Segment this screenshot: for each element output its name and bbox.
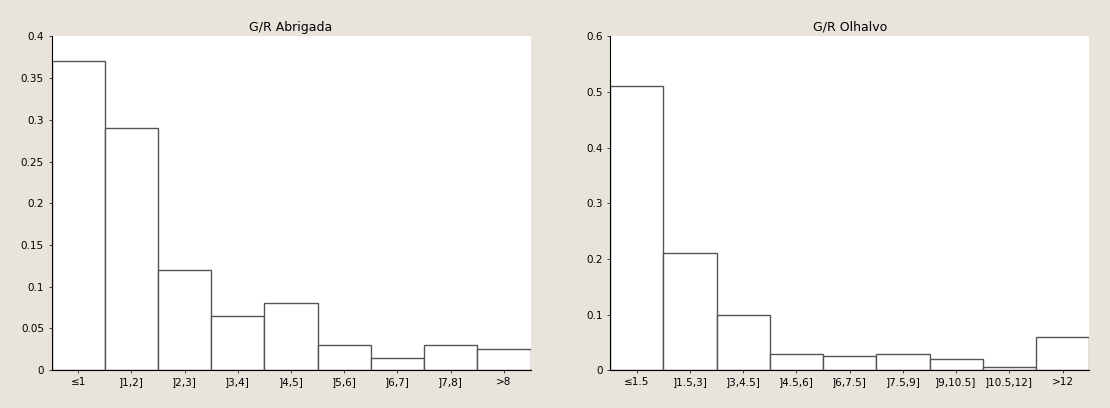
Bar <box>264 304 317 370</box>
Bar <box>664 253 717 370</box>
Title: G/R Olhalvo: G/R Olhalvo <box>813 21 887 34</box>
Bar <box>876 353 929 370</box>
Bar <box>104 128 158 370</box>
Title: G/R Abrigada: G/R Abrigada <box>250 21 333 34</box>
Bar <box>424 345 477 370</box>
Bar <box>610 86 664 370</box>
Bar <box>717 315 770 370</box>
Bar <box>211 316 264 370</box>
Bar <box>317 345 371 370</box>
Bar <box>158 270 211 370</box>
Bar <box>1036 337 1089 370</box>
Bar <box>982 368 1036 370</box>
Bar <box>770 353 824 370</box>
Bar <box>371 358 424 370</box>
Bar <box>824 356 876 370</box>
Bar <box>929 359 982 370</box>
Bar <box>51 62 104 370</box>
Bar <box>477 349 531 370</box>
